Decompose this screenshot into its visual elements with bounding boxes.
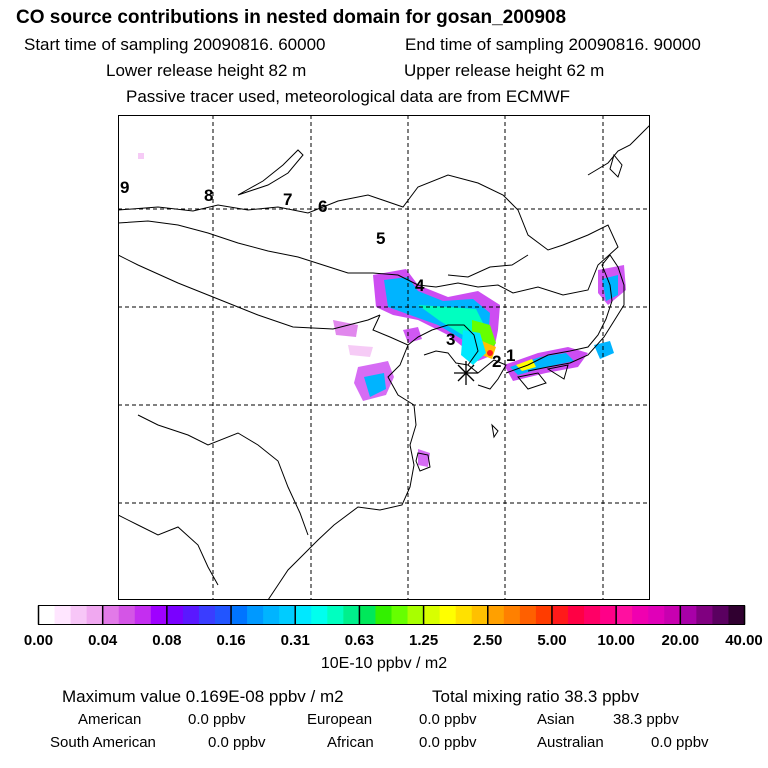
contribution-australian-name: Australian xyxy=(537,734,604,751)
legend-swatch xyxy=(423,605,441,625)
contribution-asian-value: 38.3 ppbv xyxy=(613,711,679,728)
contribution-european-value: 0.0 ppbv xyxy=(419,711,477,728)
legend-swatch xyxy=(471,605,489,625)
legend-tick-label: 0.04 xyxy=(88,632,118,649)
contribution-south-american-value: 0.0 ppbv xyxy=(208,734,266,751)
legend-swatch xyxy=(150,605,168,625)
legend-swatch xyxy=(391,605,409,625)
legend-swatch xyxy=(215,605,232,625)
legend-swatch xyxy=(247,605,264,625)
legend-swatch xyxy=(519,605,537,625)
legend-tick-label: 10.00 xyxy=(597,632,635,649)
legend-swatch xyxy=(664,605,681,625)
legend-swatch xyxy=(166,605,184,625)
legend-swatch xyxy=(198,605,216,625)
receptor-marker xyxy=(454,361,478,385)
legend-tick-label: 0.08 xyxy=(152,632,181,649)
legend-swatch xyxy=(231,605,248,625)
map-panel: 9 8 7 6 5 4 3 2 1 xyxy=(118,115,650,600)
legend-color-bar xyxy=(38,605,746,625)
legend-swatch xyxy=(632,605,649,625)
contribution-european-name: European xyxy=(307,711,373,728)
legend-swatch xyxy=(134,605,152,625)
legend-swatch xyxy=(327,605,344,625)
concentration-field xyxy=(138,153,626,467)
trajectory-label-4: 4 xyxy=(415,276,425,295)
legend-swatch xyxy=(359,605,377,625)
figure-title: CO source contributions in nested domain… xyxy=(16,7,567,28)
legend-swatch xyxy=(118,605,136,625)
trajectory-label-2: 2 xyxy=(492,352,501,371)
legend-tick-label: 20.00 xyxy=(662,632,700,649)
legend-tick-label: 5.00 xyxy=(537,632,566,649)
legend-swatch xyxy=(182,605,200,625)
legend-swatch xyxy=(568,605,585,625)
trajectory-label-1: 1 xyxy=(506,346,515,365)
contribution-american-value: 0.0 ppbv xyxy=(188,711,246,728)
legend-swatch xyxy=(648,605,665,625)
legend-swatch xyxy=(295,605,312,625)
legend-tick-label: 2.50 xyxy=(473,632,502,649)
legend-tick-label: 40.00 xyxy=(725,632,763,649)
legend-swatch xyxy=(503,605,521,625)
legend-swatch xyxy=(455,605,473,625)
tracer-note: Passive tracer used, meteorological data… xyxy=(126,87,571,106)
legend-tick-label: 0.63 xyxy=(345,632,374,649)
coastlines xyxy=(118,124,650,600)
legend-tick-label: 0.00 xyxy=(24,632,53,649)
legend-major-ticks xyxy=(37,605,746,625)
legend-swatch xyxy=(551,605,569,625)
legend-swatch xyxy=(728,605,746,625)
legend-swatch xyxy=(375,605,393,625)
start-time-label: Start time of sampling 20090816. 60000 xyxy=(24,35,326,54)
contribution-african-value: 0.0 ppbv xyxy=(419,734,477,751)
trajectory-label-9: 9 xyxy=(120,178,129,197)
legend-swatch xyxy=(70,605,88,625)
legend-swatch xyxy=(407,605,425,625)
upper-release-height-label: Upper release height 62 m xyxy=(404,61,605,80)
trajectory-label-6: 6 xyxy=(318,197,327,216)
legend-swatch xyxy=(584,605,601,625)
legend-swatch xyxy=(600,605,617,625)
legend-tick-label: 1.25 xyxy=(409,632,438,649)
color-legend: 0.00 0.04 0.08 0.16 0.31 0.63 1.25 2.50 5.00 10.0… xyxy=(24,605,763,649)
contribution-south-american-name: South American xyxy=(50,734,156,751)
contribution-asian-name: Asian xyxy=(537,711,575,728)
trajectory-label-5: 5 xyxy=(376,229,385,248)
legend-swatch xyxy=(439,605,457,625)
trajectory-label-8: 8 xyxy=(204,186,213,205)
legend-swatch xyxy=(616,605,633,625)
legend-tick-label: 0.16 xyxy=(216,632,245,649)
legend-swatch xyxy=(102,605,120,625)
graticule xyxy=(118,115,650,600)
total-mixing-ratio: Total mixing ratio 38.3 ppbv xyxy=(432,687,639,706)
legend-swatch xyxy=(311,605,328,625)
legend-swatch xyxy=(487,605,505,625)
trajectory-label-3: 3 xyxy=(446,330,455,349)
legend-swatch xyxy=(38,605,56,625)
legend-swatch xyxy=(535,605,553,625)
contribution-african-name: African xyxy=(327,734,374,751)
legend-swatch xyxy=(343,605,361,625)
maximum-value: Maximum value 0.169E-08 ppbv / m2 xyxy=(62,687,344,706)
contribution-australian-value: 0.0 ppbv xyxy=(651,734,709,751)
legend-swatch xyxy=(680,605,697,625)
legend-swatch xyxy=(54,605,72,625)
legend-swatch xyxy=(86,605,104,625)
legend-swatch xyxy=(696,605,714,625)
legend-swatch xyxy=(712,605,730,625)
lower-release-height-label: Lower release height 82 m xyxy=(106,61,307,80)
end-time-label: End time of sampling 20090816. 90000 xyxy=(405,35,701,54)
legend-swatch xyxy=(279,605,296,625)
legend-tick-label: 0.31 xyxy=(281,632,310,649)
trajectory-label-7: 7 xyxy=(283,190,292,209)
legend-units: 10E-10 ppbv / m2 xyxy=(320,655,448,672)
legend-swatch xyxy=(263,605,280,625)
contribution-american-name: American xyxy=(78,711,142,728)
legend-tick-labels: 0.00 0.04 0.08 0.16 0.31 0.63 1.25 2.50 5.00 10.0… xyxy=(24,632,763,649)
